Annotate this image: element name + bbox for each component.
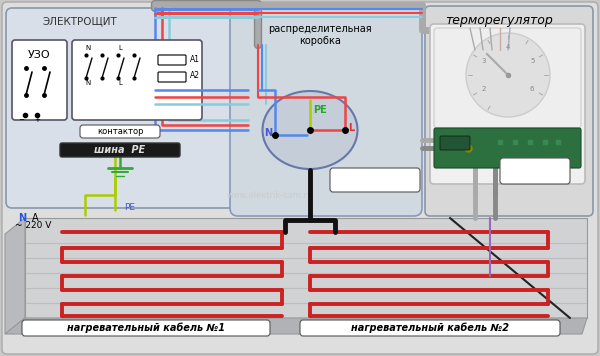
Text: ЭЛЕКТРОЩИТ: ЭЛЕКТРОЩИТ [43,16,118,26]
Text: PE: PE [313,105,327,115]
Text: ~ 220 V: ~ 220 V [15,221,52,230]
FancyBboxPatch shape [425,6,593,216]
FancyBboxPatch shape [12,40,67,120]
Text: N: N [85,80,91,86]
FancyBboxPatch shape [440,136,470,150]
Polygon shape [5,318,587,334]
Text: A2: A2 [190,72,200,80]
Text: 4: 4 [506,44,510,50]
Text: ─: ─ [19,117,23,123]
FancyBboxPatch shape [22,320,270,336]
Text: распределительная
коробка: распределительная коробка [268,24,372,46]
Text: N: N [85,45,91,51]
FancyBboxPatch shape [158,72,186,82]
Polygon shape [25,218,587,318]
FancyBboxPatch shape [158,55,186,65]
Text: нагревательный кабель №2: нагревательный кабель №2 [351,323,509,333]
Text: A1: A1 [190,54,200,63]
Text: L: L [348,123,354,133]
FancyBboxPatch shape [230,6,422,216]
FancyBboxPatch shape [6,8,254,208]
FancyBboxPatch shape [434,28,581,128]
FancyBboxPatch shape [434,128,581,168]
FancyBboxPatch shape [60,143,180,157]
Text: 3: 3 [482,58,486,64]
FancyBboxPatch shape [430,24,585,184]
Circle shape [466,33,550,117]
Text: PE: PE [124,204,135,213]
Ellipse shape [263,91,358,169]
Text: A: A [32,213,38,223]
Text: 6: 6 [530,86,535,92]
Text: www.elektrik-sam.ru: www.elektrik-sam.ru [227,190,313,199]
FancyBboxPatch shape [80,125,160,138]
FancyBboxPatch shape [300,320,560,336]
Text: +: + [34,117,40,123]
Text: УЗО: УЗО [28,50,50,60]
Text: N: N [264,128,272,138]
Text: L: L [118,80,122,86]
FancyBboxPatch shape [500,158,570,184]
Text: датчик
температуры пола: датчик температуры пола [330,170,420,190]
Text: шина  PE: шина PE [94,145,146,155]
Text: 2: 2 [482,86,486,92]
Text: контактор: контактор [97,126,143,136]
FancyBboxPatch shape [330,168,420,192]
Text: N: N [18,213,26,223]
FancyBboxPatch shape [72,40,202,120]
Text: нагревательный кабель №1: нагревательный кабель №1 [67,323,225,333]
Text: провода
в гофре: провода в гофре [515,161,555,181]
Text: L: L [118,45,122,51]
Text: 5: 5 [530,58,535,64]
Polygon shape [5,218,25,334]
Text: терморегулятор: терморегулятор [445,14,553,27]
